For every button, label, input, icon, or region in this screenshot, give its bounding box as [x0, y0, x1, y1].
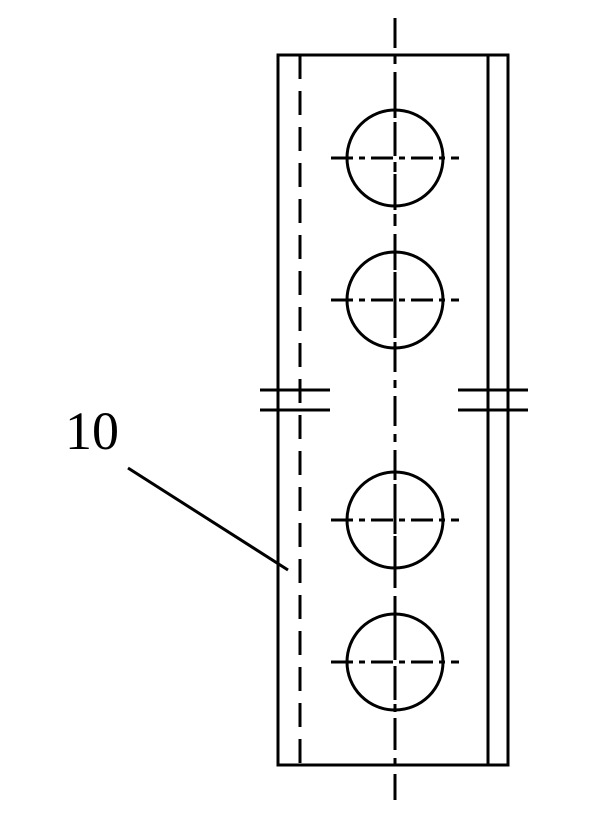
callout-label-10: 10 — [65, 400, 119, 462]
callout-leader-10 — [128, 468, 288, 570]
